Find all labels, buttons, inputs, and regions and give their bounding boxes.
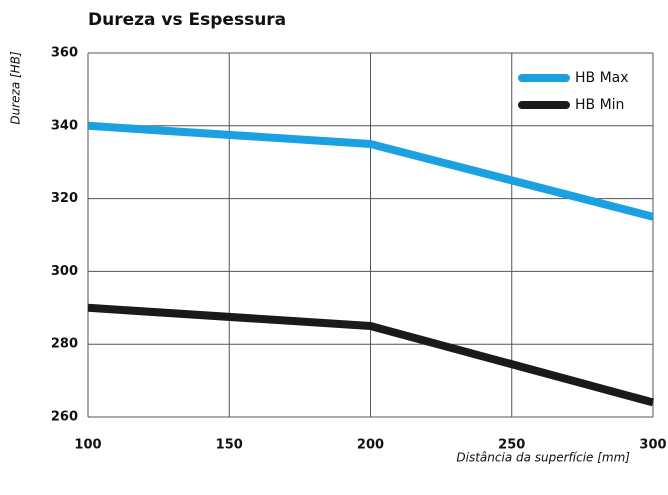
chart-title: Dureza vs Espessura [88, 10, 286, 30]
x-tick-label: 200 [357, 438, 384, 453]
x-tick-label: 100 [74, 438, 101, 453]
y-tick-label: 320 [51, 191, 78, 206]
y-tick-label: 300 [51, 264, 78, 279]
x-tick-label: 300 [639, 438, 666, 453]
x-tick-label: 250 [498, 438, 525, 453]
y-tick-label: 280 [51, 337, 78, 352]
y-tick-label: 260 [51, 410, 78, 425]
y-axis-label: Dureza [HB] [9, 51, 23, 125]
line-series [87, 121, 654, 221]
x-tick-label: 150 [216, 438, 243, 453]
y-tick-label: 360 [51, 46, 78, 61]
x-axis-label: Distância da superfície [mm] [456, 451, 630, 465]
line-series [87, 303, 655, 407]
legend-label: HB Max [575, 70, 629, 86]
y-tick-label: 340 [51, 118, 78, 133]
legend-label: HB Min [575, 97, 624, 113]
